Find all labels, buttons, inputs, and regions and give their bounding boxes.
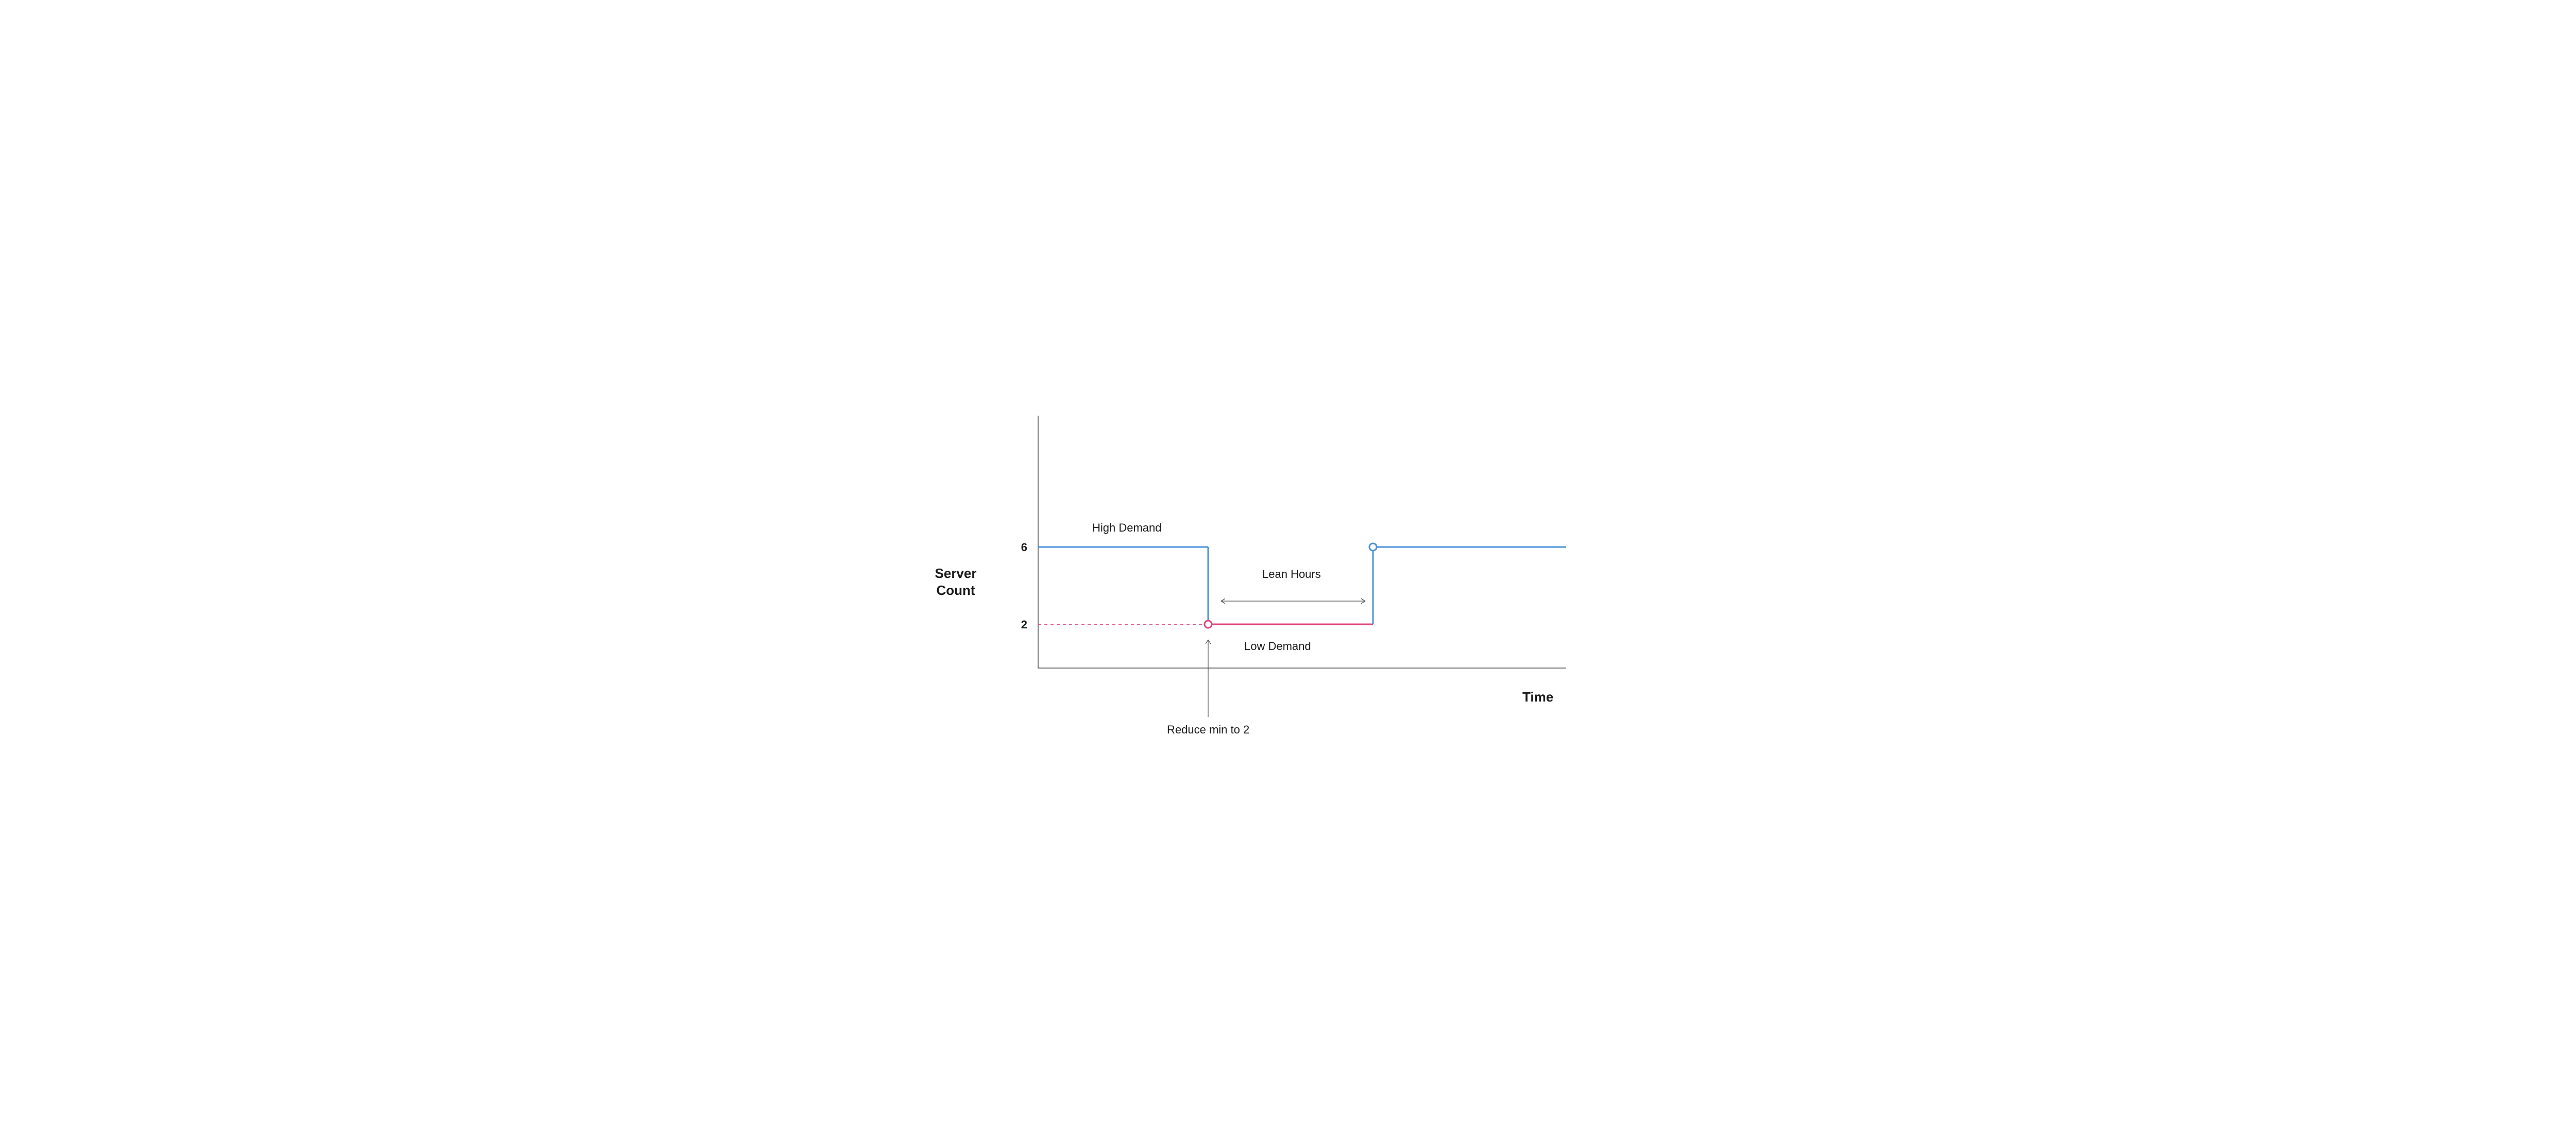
- y-tick-label: 6: [1021, 541, 1027, 554]
- step-line-chart: Server Count 6 2 Time High Demand Low Demand Le…: [902, 395, 1674, 733]
- y-axis-title-line1: Server: [935, 566, 977, 581]
- label-low-demand: Low Demand: [1244, 640, 1311, 653]
- chart-container: Server Count 6 2 Time High Demand Low Demand Le…: [902, 395, 1674, 733]
- label-high-demand: High Demand: [1092, 521, 1162, 534]
- marker-resume-point: [1369, 543, 1377, 551]
- y-axis-title-line2: Count: [936, 583, 975, 598]
- x-axis-title: Time: [1522, 689, 1553, 705]
- label-reduce-min: Reduce min to 2: [1167, 723, 1249, 733]
- y-tick-label: 2: [1021, 618, 1027, 631]
- label-lean-hours: Lean Hours: [1262, 568, 1321, 580]
- marker-reduce-point: [1205, 621, 1212, 628]
